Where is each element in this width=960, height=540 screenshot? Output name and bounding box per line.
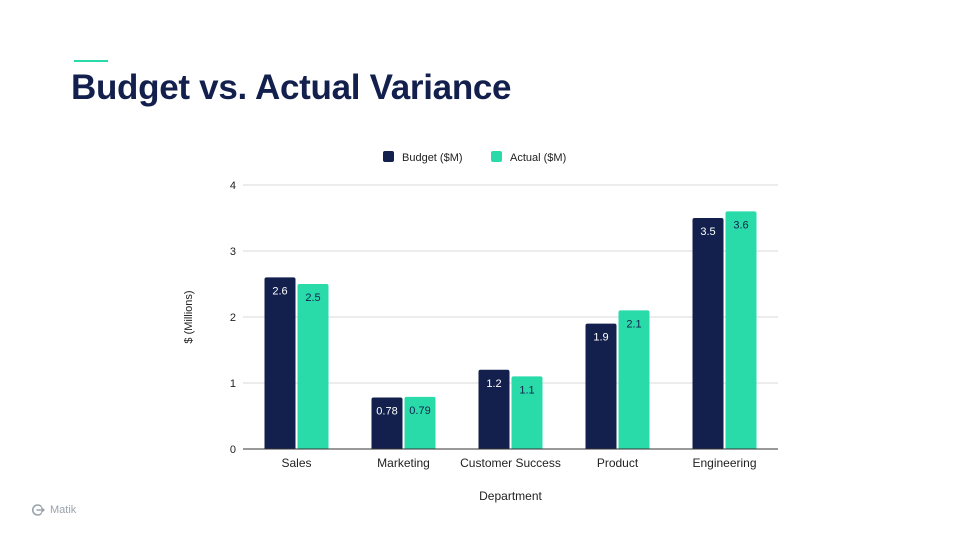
bar-actual <box>404 396 436 449</box>
bar-budget <box>264 277 296 449</box>
x-tick-label: Product <box>597 456 639 470</box>
bar-actual <box>725 211 757 449</box>
data-label: 2.5 <box>305 292 320 304</box>
matik-logo-icon <box>32 504 45 516</box>
x-tick-label: Marketing <box>377 456 430 470</box>
y-tick-label: 1 <box>230 378 236 390</box>
title-accent-line <box>74 60 108 62</box>
bar-budget <box>371 397 403 449</box>
legend-swatch-actual <box>491 151 502 162</box>
legend-swatch-budget <box>383 151 394 162</box>
y-tick-label: 4 <box>230 180 236 192</box>
x-tick-label: Customer Success <box>460 456 561 470</box>
bar-actual <box>297 284 329 449</box>
legend-label: Actual ($M) <box>510 152 566 164</box>
y-axis-title: $ (Millions) <box>183 290 195 343</box>
y-tick-label: 2 <box>230 312 236 324</box>
slide-title: Budget vs. Actual Variance <box>71 68 512 107</box>
data-label: 3.5 <box>700 226 715 238</box>
data-label: 0.79 <box>409 405 430 417</box>
x-tick-label: Sales <box>281 456 311 470</box>
bar-budget <box>478 369 510 449</box>
brand-logo: Matik <box>30 503 76 517</box>
data-label: 3.6 <box>733 219 748 231</box>
data-label: 0.78 <box>376 406 397 418</box>
legend-label: Budget ($M) <box>402 152 463 164</box>
y-tick-label: 0 <box>230 444 236 456</box>
data-label: 1.2 <box>486 378 501 390</box>
bar-actual <box>618 310 650 449</box>
bar-budget <box>692 218 724 449</box>
y-tick-label: 3 <box>230 246 236 258</box>
data-label: 1.1 <box>519 384 534 396</box>
x-tick-label: Engineering <box>692 456 756 470</box>
bar-actual <box>511 376 543 449</box>
data-label: 1.9 <box>593 332 608 344</box>
data-label: 2.1 <box>626 318 641 330</box>
bar-budget <box>585 323 617 449</box>
brand-name: Matik <box>50 504 77 516</box>
data-label: 2.6 <box>272 285 287 297</box>
x-axis-title: Department <box>479 489 542 503</box>
